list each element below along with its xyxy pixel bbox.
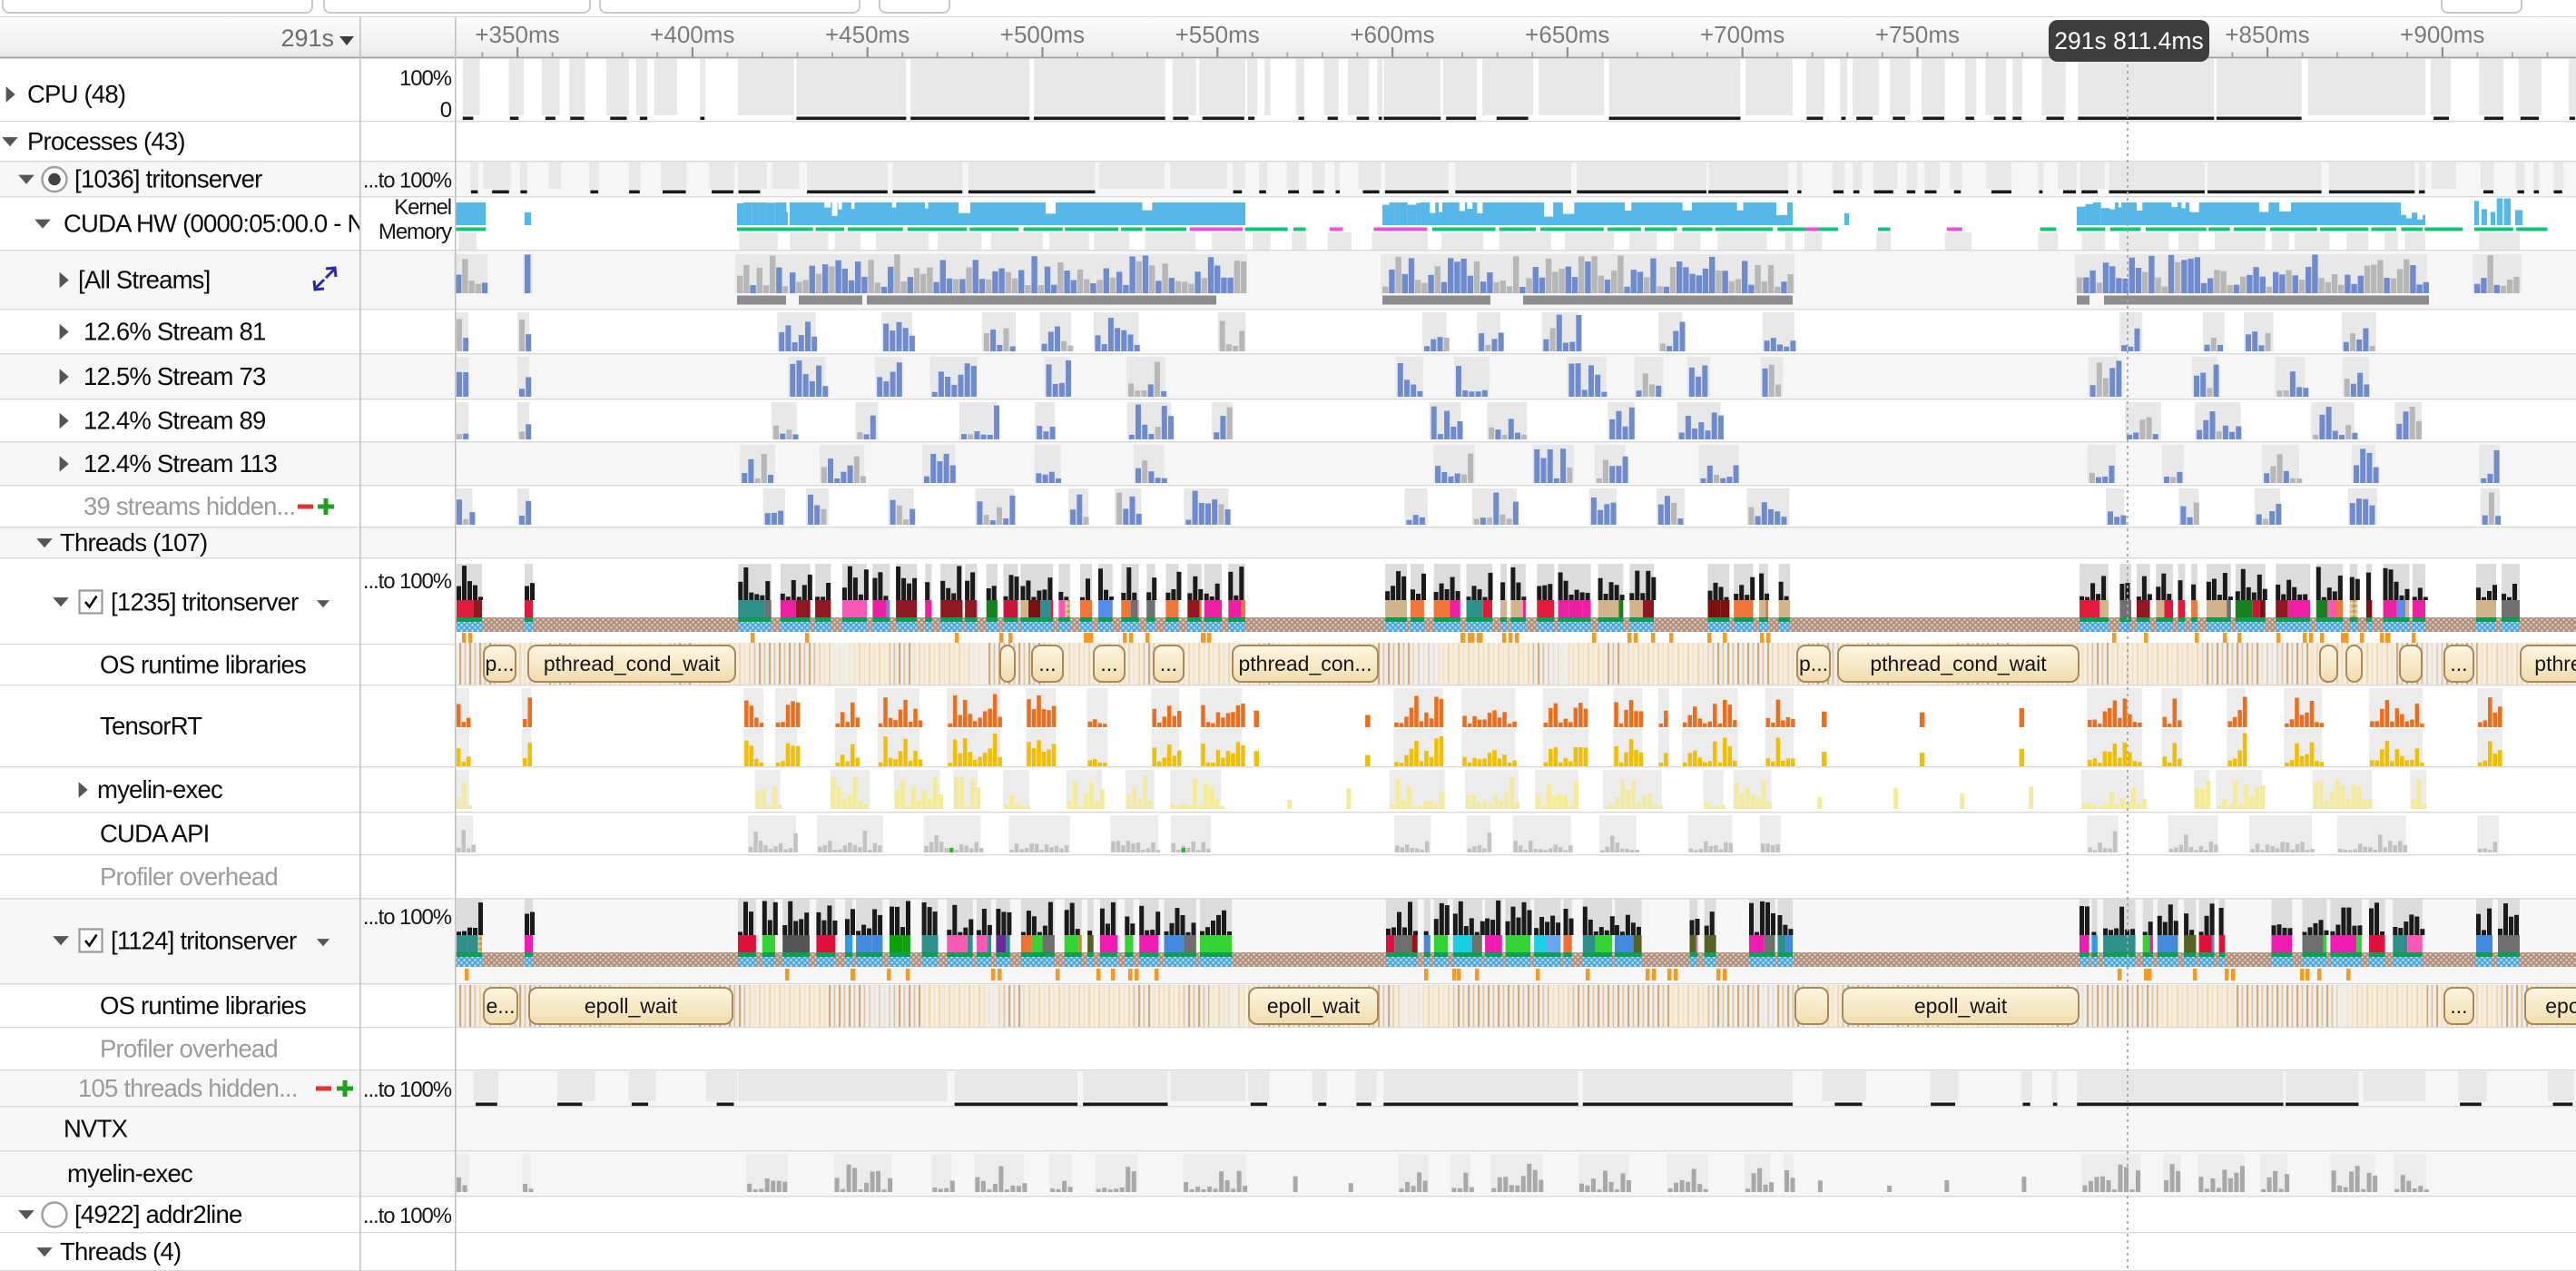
svg-text:...to 100%: ...to 100%	[363, 1204, 452, 1228]
svg-text:epoll_wait: epoll_wait	[585, 994, 678, 1018]
svg-text:Processes (43): Processes (43)	[27, 127, 185, 155]
svg-text:pthread_con...: pthread_con...	[1238, 652, 1372, 675]
svg-text:CUDA API: CUDA API	[100, 820, 209, 848]
svg-text:TensorRT: TensorRT	[100, 712, 202, 740]
svg-text:...to 100%: ...to 100%	[363, 169, 452, 193]
svg-text:Kernel: Kernel	[394, 195, 451, 220]
svg-text:+650ms: +650ms	[1525, 21, 1609, 48]
svg-text:pthre: pthre	[2534, 652, 2576, 675]
svg-text:...: ...	[1100, 652, 1117, 675]
svg-text:[1235] tritonserver: [1235] tritonserver	[111, 588, 299, 616]
svg-text:CUDA HW (0000:05:00.0 - NV: CUDA HW (0000:05:00.0 - NV	[64, 210, 382, 238]
svg-text:epoll_wait: epoll_wait	[1267, 994, 1361, 1018]
svg-text:+700ms: +700ms	[1700, 21, 1785, 48]
svg-text:100%: 100%	[399, 66, 452, 91]
svg-text:+400ms: +400ms	[650, 21, 734, 48]
svg-text:39 streams hidden...: 39 streams hidden...	[84, 492, 295, 520]
svg-text:+750ms: +750ms	[1875, 21, 1960, 48]
svg-text:12.5% Stream 73: 12.5% Stream 73	[84, 362, 266, 390]
svg-text:p...: p...	[486, 652, 515, 675]
svg-text:291s 811.4ms: 291s 811.4ms	[2054, 27, 2204, 54]
svg-text:epoll_wait: epoll_wait	[1914, 994, 2008, 1018]
svg-text:...: ...	[1160, 652, 1177, 675]
svg-text:[1124] tritonserver: [1124] tritonserver	[111, 927, 297, 955]
svg-text:NVTX: NVTX	[64, 1115, 128, 1143]
svg-text:+900ms: +900ms	[2400, 21, 2484, 48]
svg-text:...to 100%: ...to 100%	[363, 905, 452, 930]
svg-text:pthread_cond_wait: pthread_cond_wait	[1870, 652, 2047, 675]
svg-text:pthread_cond_wait: pthread_cond_wait	[544, 652, 721, 675]
svg-text:myelin-exec: myelin-exec	[97, 775, 223, 803]
svg-text:[1036] tritonserver: [1036] tritonserver	[74, 165, 262, 193]
svg-text:[All Streams]: [All Streams]	[78, 266, 210, 294]
svg-text:+450ms: +450ms	[825, 21, 909, 48]
svg-text:12.6% Stream 81: 12.6% Stream 81	[84, 318, 265, 346]
svg-text:Profiler overhead: Profiler overhead	[100, 1035, 278, 1063]
svg-text:...to 100%: ...to 100%	[363, 1078, 452, 1102]
svg-text:epol: epol	[2545, 994, 2576, 1018]
svg-text:p...: p...	[1799, 652, 1828, 675]
svg-text:+500ms: +500ms	[1000, 21, 1085, 48]
svg-text:...: ...	[2450, 994, 2467, 1018]
svg-text:...: ...	[1038, 652, 1056, 675]
svg-text:Profiler overhead: Profiler overhead	[100, 862, 278, 891]
svg-text:e...: e...	[487, 994, 516, 1018]
svg-text:OS runtime libraries: OS runtime libraries	[100, 651, 306, 679]
svg-text:Threads (4): Threads (4)	[60, 1237, 181, 1266]
svg-text:+350ms: +350ms	[475, 21, 559, 48]
svg-text:...: ...	[2450, 652, 2467, 675]
svg-text:12.4% Stream 113: 12.4% Stream 113	[84, 449, 277, 478]
svg-text:myelin-exec: myelin-exec	[67, 1159, 193, 1187]
svg-text:+850ms: +850ms	[2225, 21, 2309, 48]
svg-text:Threads (107): Threads (107)	[60, 528, 207, 557]
svg-text:291s: 291s	[280, 25, 334, 52]
svg-text:+600ms: +600ms	[1350, 21, 1434, 48]
svg-text:OS runtime libraries: OS runtime libraries	[100, 991, 306, 1020]
svg-text:CPU (48): CPU (48)	[27, 80, 125, 108]
svg-text:0: 0	[440, 98, 452, 123]
svg-text:12.4% Stream 89: 12.4% Stream 89	[84, 407, 265, 435]
svg-text:[4922] addr2line: [4922] addr2line	[74, 1200, 242, 1228]
svg-text:...to 100%: ...to 100%	[363, 569, 452, 594]
svg-text:Memory: Memory	[379, 220, 452, 244]
svg-text:105 threads hidden...: 105 threads hidden...	[78, 1074, 298, 1102]
svg-text:+550ms: +550ms	[1175, 21, 1260, 48]
